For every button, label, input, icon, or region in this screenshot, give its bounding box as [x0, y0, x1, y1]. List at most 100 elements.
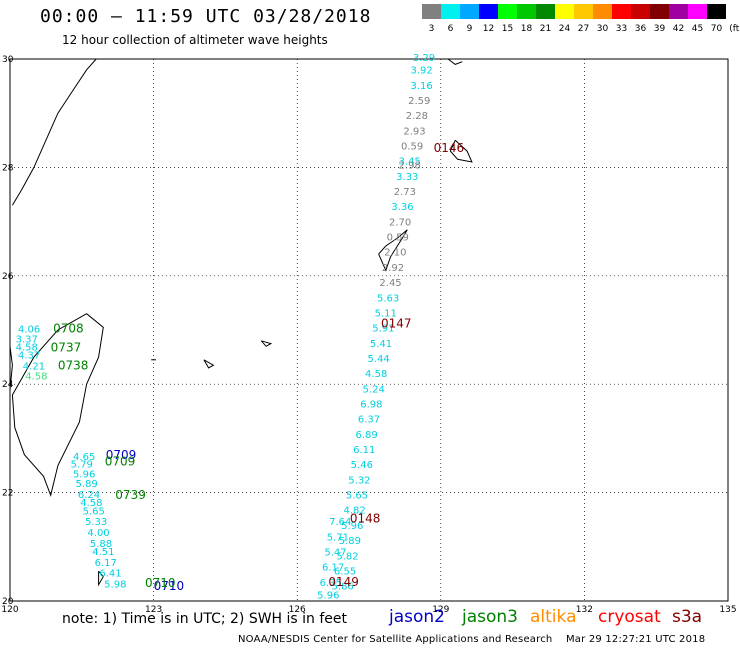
swh-value-label: 5.86: [332, 582, 354, 593]
swh-value-label: 3.92: [411, 66, 433, 77]
swh-value-label: 3.16: [411, 81, 433, 92]
lon-tick-label: 126: [289, 605, 306, 615]
swh-value-label: 5.89: [339, 536, 361, 547]
swh-value-label: 5.44: [367, 354, 389, 365]
legend-swatch: [650, 4, 669, 19]
legend-swatch: [555, 4, 574, 19]
track-time-label: 0709: [105, 455, 136, 469]
swh-value-label: 5.41: [370, 339, 392, 350]
footer-note: note: 1) Time is in UTC; 2) SWH is in fe…: [62, 611, 348, 627]
swh-value-label: 5.33: [85, 517, 107, 528]
legend-label: 6: [447, 24, 454, 34]
lon-tick-label: 129: [432, 605, 449, 615]
okinawa-coastline: [378, 229, 408, 272]
swh-value-label: 5.96: [73, 469, 95, 480]
satellite-name-jason2: jason2: [389, 607, 445, 627]
legend-swatch: [631, 4, 650, 19]
satellite-name-cryosat: cryosat: [598, 607, 661, 627]
legend-swatch: [517, 4, 536, 19]
footer-credit: NOAA/NESDIS Center for Satellite Applica…: [238, 634, 705, 645]
swh-value-label: 4.37: [18, 351, 40, 362]
swh-value-label: 2.28: [406, 111, 428, 122]
track-time-label: 0739: [115, 488, 146, 502]
legend-label: 70: [710, 24, 723, 34]
legend-label: 30: [596, 24, 609, 34]
lat-tick-label: 28: [2, 163, 14, 173]
legend-label: 42: [672, 24, 685, 34]
swh-value-label: 6.17: [95, 558, 117, 569]
track-time-label: 0146: [434, 141, 465, 155]
swh-value-label: 3.33: [396, 172, 418, 183]
swh-value-label: 6.11: [353, 445, 375, 456]
legend-label: 36: [634, 24, 647, 34]
swh-value-label: 2.10: [384, 248, 406, 259]
swh-value-label: 6.41: [99, 569, 121, 580]
legend-swatch: [479, 4, 498, 19]
track-time-label: 0710: [154, 579, 185, 593]
swh-value-label: 2.93: [403, 126, 425, 137]
lat-tick-label: 20: [2, 597, 14, 607]
lon-tick-label: 120: [1, 605, 18, 615]
swh-value-label: 5.71: [327, 532, 349, 543]
satellite-name-jason3: jason3: [462, 607, 518, 627]
legend-label: 27: [577, 24, 590, 34]
swh-value-label: 2.70: [389, 217, 411, 228]
swh-value-label: 4.58: [16, 343, 38, 354]
swh-value-label: 5.11: [375, 308, 397, 319]
lat-tick-label: 26: [2, 272, 14, 282]
lat-tick-label: 30: [2, 55, 14, 65]
legend-label: 39: [653, 24, 666, 34]
lon-tick-label: 123: [145, 605, 162, 615]
timestamp-text: Mar 29 12:27:21 UTC 2018: [565, 634, 706, 645]
legend-label: 45: [691, 24, 704, 34]
amami-coastline: [449, 139, 473, 163]
swh-value-label: 2.92: [382, 263, 404, 274]
legend-swatch: [498, 4, 517, 19]
swh-value-label: 5.82: [336, 551, 358, 562]
swh-value-label: 5.79: [71, 460, 93, 471]
swh-value-label: 3.29: [413, 53, 435, 64]
swh-value-label: 5.24: [363, 384, 385, 395]
swh-value-label: 2.59: [408, 96, 430, 107]
swh-value-label: 2.98: [399, 160, 421, 171]
swh-value-label: 2.45: [379, 278, 401, 289]
legend-label: 3: [428, 24, 435, 34]
legend-swatch: [707, 4, 726, 19]
swh-value-label: 7.64: [329, 517, 351, 528]
swh-value-label: 4.21: [23, 362, 45, 373]
legend-label: 24: [558, 24, 571, 34]
swh-value-label: 0.59: [401, 142, 423, 153]
swh-value-label: 5.63: [377, 293, 399, 304]
china-coastline-south: [9, 346, 13, 390]
track-time-label: 0147: [381, 316, 412, 330]
track-time-label: 0708: [53, 322, 84, 336]
ishigaki-coastline: [203, 359, 215, 369]
track-time-label: 0149: [328, 575, 359, 589]
swh-value-label: 4.58: [80, 498, 102, 509]
legend-swatch: [441, 4, 460, 19]
swh-value-label: 5.88: [90, 539, 112, 550]
swh-value-label: 5.96: [317, 590, 339, 601]
legend-label: 9: [466, 24, 473, 34]
track-time-label: 0710: [145, 576, 176, 590]
swh-value-label: 3.45: [399, 157, 421, 168]
swh-value-label: 5.96: [341, 521, 363, 532]
lat-tick-label: 24: [2, 380, 14, 390]
swh-value-label: 6.35: [320, 578, 342, 589]
swh-value-label: 0.59: [387, 233, 409, 244]
swh-value-label: 4.06: [18, 325, 40, 336]
legend-label: 12: [482, 24, 495, 34]
swh-value-label: 4.58: [365, 369, 387, 380]
swh-value-label: 6.24: [78, 490, 100, 501]
swh-value-label: 5.89: [75, 479, 97, 490]
swh-value-label: 6.98: [360, 400, 382, 411]
track-time-label: 0737: [51, 341, 82, 355]
swh-value-label: 4.58: [25, 371, 47, 382]
track-time-label: 0738: [58, 359, 89, 373]
swh-value-label: 6.17: [322, 563, 344, 574]
swh-value-label: 4.51: [92, 547, 114, 558]
legend-swatch: [422, 4, 441, 19]
legend-swatch: [574, 4, 593, 19]
swh-value-label: 6.89: [355, 430, 377, 441]
